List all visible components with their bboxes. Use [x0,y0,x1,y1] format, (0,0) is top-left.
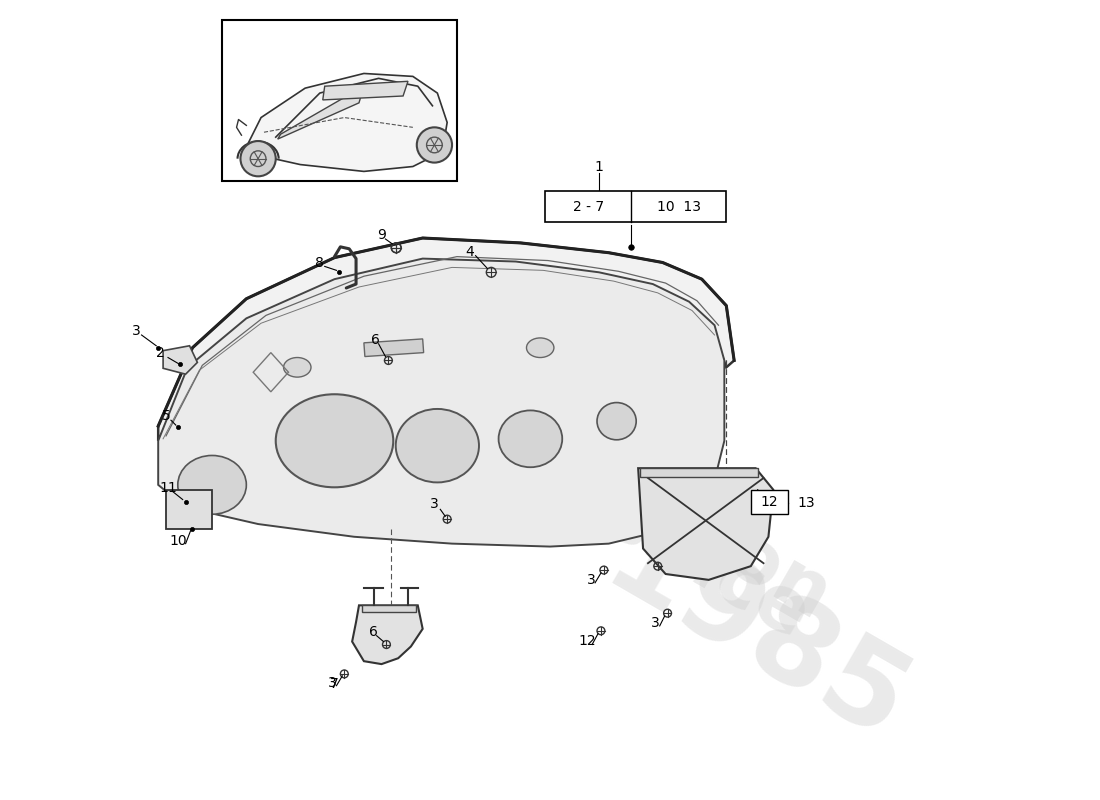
Text: 3: 3 [328,676,337,690]
Ellipse shape [527,338,554,358]
Text: europes: europes [410,302,749,540]
Polygon shape [362,606,416,612]
Text: 3: 3 [586,573,595,587]
Text: 12: 12 [760,494,778,509]
Ellipse shape [178,455,246,514]
Bar [222,19,456,182]
Text: 12: 12 [579,634,596,648]
Circle shape [241,141,276,176]
Polygon shape [638,468,773,580]
Ellipse shape [498,410,562,467]
Text: 1: 1 [594,159,604,174]
Text: since: since [592,480,822,656]
Text: a passion: a passion [453,366,844,634]
Polygon shape [352,606,422,664]
Polygon shape [277,86,364,139]
Ellipse shape [597,402,636,440]
Polygon shape [364,339,424,357]
Text: 3: 3 [132,324,141,338]
Text: 1985: 1985 [585,505,926,769]
Text: 10  13: 10 13 [658,200,702,214]
Text: 10: 10 [169,534,187,548]
Text: 2 - 7: 2 - 7 [573,200,604,214]
Text: 6: 6 [371,333,381,347]
Text: 2: 2 [156,346,165,360]
Text: 8: 8 [316,255,324,270]
Text: 6: 6 [370,625,378,638]
Text: 3: 3 [651,616,660,630]
Text: 5: 5 [162,410,170,423]
Bar [546,191,726,222]
Bar [751,490,788,514]
Ellipse shape [396,409,478,482]
Text: 4: 4 [465,245,474,258]
Polygon shape [163,346,197,374]
Polygon shape [242,74,448,171]
Polygon shape [322,82,408,100]
Text: 12: 12 [760,494,778,509]
Text: 11: 11 [160,481,177,494]
Polygon shape [166,490,212,529]
Text: 13: 13 [798,497,815,510]
Polygon shape [158,258,725,546]
Text: 9: 9 [377,228,386,242]
Text: 7: 7 [330,677,339,690]
Polygon shape [158,238,734,441]
Polygon shape [640,468,758,477]
Text: 3: 3 [430,498,439,511]
Ellipse shape [276,394,394,487]
Ellipse shape [284,358,311,377]
Circle shape [417,127,452,162]
